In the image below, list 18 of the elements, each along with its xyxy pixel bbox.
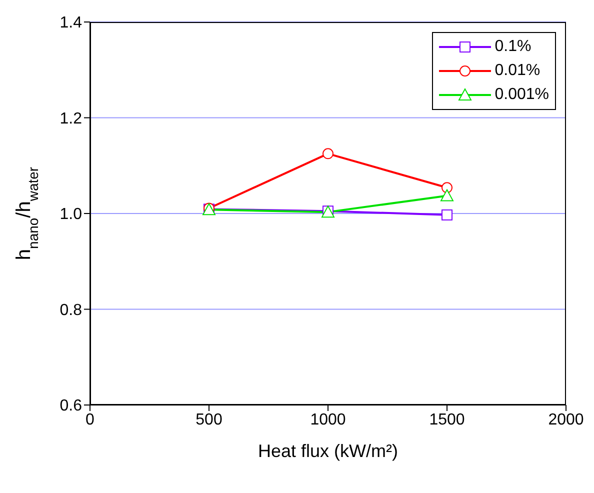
point xyxy=(440,189,454,202)
point xyxy=(442,182,452,194)
x-tick-label: 1000 xyxy=(310,411,346,428)
x-tick-label: 0 xyxy=(86,411,95,428)
x-tick-label: 500 xyxy=(196,411,222,428)
y-tick-label: 0.8 xyxy=(60,302,82,319)
y-tick-label: 0.6 xyxy=(60,398,82,415)
point xyxy=(442,209,452,220)
y-tick-label: 1.4 xyxy=(60,14,82,32)
legend-label: 0.001% xyxy=(494,85,549,105)
legend-label: 0.1% xyxy=(494,37,532,57)
point xyxy=(322,148,334,160)
x-tick-label: 2000 xyxy=(548,411,584,428)
y-tick-label: 1.0 xyxy=(60,206,82,224)
y-tick-label: 1.2 xyxy=(60,110,82,128)
x-tick-label: 1500 xyxy=(429,411,465,428)
x-axis-title: Heat flux (kW/m²) xyxy=(258,441,398,461)
legend-label: 0.01% xyxy=(494,61,540,81)
